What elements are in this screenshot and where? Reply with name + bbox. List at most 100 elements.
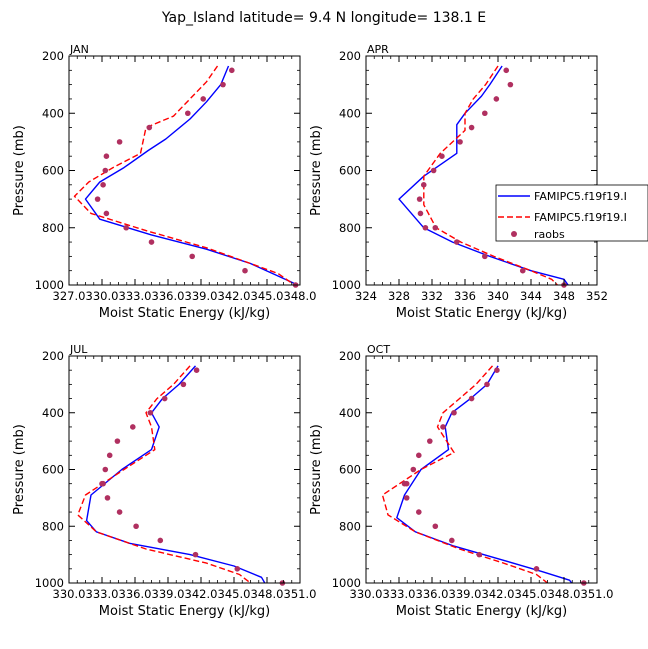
apr-xtick-label-6: 348: [553, 289, 575, 303]
oct-x-axis-label: Moist Static Energy (kJ/kg): [396, 604, 567, 619]
jan-ytick-label-3: 800: [42, 221, 64, 235]
legend-label-model-dashed: FAMIPC5.f19f19.I: [534, 211, 627, 224]
apr-raobs-point-6: [439, 153, 445, 159]
apr-xtick-label-1: 328: [388, 289, 410, 303]
apr-xtick-label-0: 324: [355, 289, 377, 303]
oct-xtick-label-6: 348.0: [548, 587, 581, 601]
oct-xtick-label-1: 333.0: [383, 587, 416, 601]
apr-raobs-point-9: [416, 196, 423, 202]
oct-ytick-label-0: 200: [339, 349, 361, 363]
oct-raobs-point-7: [410, 466, 417, 473]
oct-raobs-point-4: [440, 424, 446, 430]
apr-ytick-label-4: 1000: [332, 278, 361, 292]
jan-raobs-point-1: [220, 81, 226, 88]
oct-xtick-label-3: 339.0: [449, 587, 482, 601]
jan-raobs-point-10: [103, 210, 110, 217]
jan-raobs-point-12: [148, 239, 155, 245]
oct-series-solid-line: [396, 365, 573, 584]
oct-y-axis-label: Pressure (mb): [309, 424, 324, 515]
legend-box: [495, 184, 648, 242]
apr-raobs-point-8: [420, 182, 427, 188]
jul-raobs-point-15: [234, 566, 241, 572]
apr-raobs-point-1: [507, 81, 514, 88]
jan-raobs-point-8: [100, 182, 106, 188]
oct-ytick-label-3: 800: [339, 519, 361, 533]
apr-raobs-point-0: [503, 67, 510, 74]
jul-ytick-label-2: 600: [42, 463, 64, 477]
apr-raobs-point-11: [422, 224, 429, 231]
oct-raobs-point-10: [403, 495, 410, 501]
oct-raobs-point-12: [432, 523, 439, 530]
apr-raobs-point-14: [482, 253, 488, 260]
jan-ytick-label-1: 400: [42, 106, 64, 120]
jul-raobs-point-14: [192, 551, 199, 558]
panel-jul: 330.0 333.0 336.0 339.0 342.0 345.0 348.0 351.0…: [12, 343, 316, 619]
jan-y-axis-label: Pressure (mb): [12, 125, 27, 216]
jul-xtick-label-6: 348.0: [251, 587, 284, 601]
apr-y-axis-label: Pressure (mb): [309, 125, 324, 216]
jul-y-axis-label: Pressure (mb): [12, 424, 27, 515]
apr-ytick-label-2: 600: [339, 164, 361, 178]
jan-series-dashed-line: [73, 65, 295, 286]
jan-raobs-point-4: [146, 124, 153, 131]
apr-raobs-point-3: [482, 110, 488, 117]
apr-xtick-label-3: 336: [454, 289, 476, 303]
jan-ytick-label-4: 1000: [35, 278, 64, 292]
oct-xtick-label-2: 336.0: [416, 587, 449, 601]
jan-xtick-label-1: 330.0: [86, 289, 119, 303]
apr-panel-title: APR: [367, 43, 389, 56]
apr-ytick-label-0: 200: [339, 49, 361, 63]
jul-x-axis-label: Moist Static Energy (kJ/kg): [99, 604, 270, 619]
jul-series-solid-line: [85, 365, 266, 584]
jul-raobs-point-11: [116, 509, 123, 515]
jan-raobs-point-14: [242, 267, 248, 274]
jan-xtick-label-0: 327.0: [53, 289, 86, 303]
jan-raobs-point-7: [102, 167, 109, 174]
oct-raobs-point-15: [533, 566, 540, 572]
legend-label-model-solid: FAMIPC5.f19f19.I: [534, 190, 627, 203]
oct-panel-title: OCT: [367, 343, 390, 356]
jul-ytick-label-4: 1000: [35, 576, 64, 590]
jul-xtick-label-0: 330.0: [53, 587, 86, 601]
oct-ytick-label-1: 400: [339, 406, 361, 420]
jul-xtick-label-4: 342.0: [185, 587, 218, 601]
apr-raobs-point-15: [519, 267, 526, 274]
jul-raobs-point-10: [104, 495, 111, 501]
jan-x-axis-label: Moist Static Energy (kJ/kg): [99, 306, 270, 321]
jul-panel-title: JUL: [69, 343, 88, 356]
jul-raobs-point-2: [161, 395, 168, 402]
jul-raobs-point-12: [133, 523, 139, 530]
jul-raobs-point-13: [157, 537, 164, 544]
oct-raobs-point-3: [451, 409, 457, 416]
apr-raobs-point-13: [453, 239, 460, 245]
jul-ytick-label-0: 200: [42, 349, 64, 363]
jul-raobs-point-5: [114, 438, 121, 444]
jan-raobs-point-9: [94, 196, 101, 202]
jan-xtick-label-3: 336.0: [152, 289, 185, 303]
panel-apr: 324 328 332 336 340 344 348 352 200 400 600 800 1000…: [309, 43, 608, 321]
oct-raobs-point-0: [494, 367, 500, 373]
oct-raobs-point-1: [484, 381, 490, 388]
jan-ytick-label-0: 200: [42, 49, 64, 63]
figure-title: Yap_Island latitude= 9.4 N longitude= 13…: [161, 10, 486, 26]
oct-series-dashed-line: [381, 365, 548, 584]
jul-xtick-label-1: 333.0: [86, 587, 119, 601]
jul-raobs-point-0: [193, 367, 200, 373]
oct-raobs-point-14: [476, 551, 483, 558]
jul-xtick-label-3: 339.0: [152, 587, 185, 601]
jul-raobs-point-1: [180, 381, 187, 388]
jan-ytick-label-2: 600: [42, 164, 64, 178]
jul-raobs-point-6: [106, 452, 113, 459]
apr-xtick-label-4: 340: [487, 289, 509, 303]
panel-oct: 330.0 333.0 336.0 339.0 342.0 345.0 348.0 351.0…: [309, 343, 613, 619]
jul-ytick-label-3: 800: [42, 519, 64, 533]
oct-raobs-point-2: [468, 395, 475, 402]
legend-label-raobs: raobs: [534, 228, 565, 241]
jul-xtick-label-2: 336.0: [119, 587, 152, 601]
apr-xtick-label-2: 332: [421, 289, 443, 303]
apr-xtick-label-5: 344: [520, 289, 542, 303]
jan-xtick-label-4: 339.0: [185, 289, 218, 303]
oct-xtick-label-0: 330.0: [350, 587, 383, 601]
oct-raobs-point-11: [416, 509, 422, 515]
apr-raobs-point-2: [493, 96, 500, 102]
